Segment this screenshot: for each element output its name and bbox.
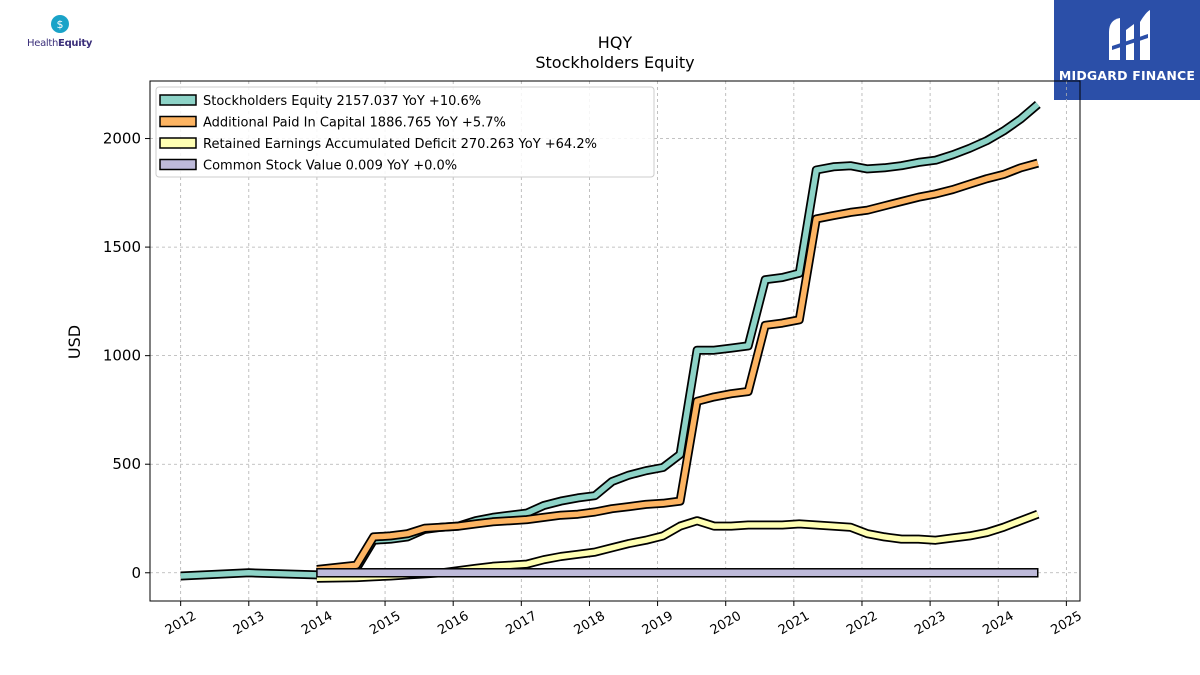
y-axis-label: USD (65, 325, 84, 359)
x-tick-label: 2013 (231, 609, 267, 639)
y-tick-label: 1500 (103, 238, 141, 256)
legend-swatch-stockholders-equity (159, 94, 197, 106)
y-tick-label: 2000 (103, 130, 141, 148)
series-layer (180, 100, 1041, 583)
legend: Stockholders Equity 2157.037 YoY +10.6% A… (155, 86, 655, 178)
x-tick-label: 2014 (299, 609, 335, 639)
series-additional-paid-in-capital (316, 158, 1039, 574)
series-common-stock-value (316, 568, 1039, 578)
legend-label-additional-paid-in-capital: Additional Paid In Capital 1886.765 YoY … (203, 116, 506, 131)
midgard-finance-logo: MIDGARD FINANCE (1054, 0, 1200, 100)
x-tick-label: 2017 (503, 609, 539, 639)
svg-text:$: $ (57, 18, 64, 31)
series-line-additional-paid-in-capital (316, 160, 1039, 573)
y-tick-label: 0 (131, 564, 141, 582)
x-tick-label: 2012 (163, 609, 199, 639)
legend-label-common-stock-value: Common Stock Value 0.009 YoY +0.0% (203, 159, 457, 174)
plot-frame (149, 80, 1081, 602)
x-tick-label: 2018 (572, 609, 608, 639)
healthequity-logo-icon: $ (51, 15, 69, 33)
x-tick-label: 2024 (980, 609, 1016, 639)
legend-swatch-common-stock-value (159, 158, 197, 171)
legend-box (155, 86, 655, 178)
healthequity-logo: $ HealthEquity (22, 14, 102, 54)
series-outline-additional-paid-in-capital (316, 158, 1039, 574)
midgard-finance-name: MIDGARD FINANCE (1058, 68, 1196, 83)
legend-swatch-additional-paid-in-capital (159, 115, 197, 128)
legend-label-stockholders-equity: Stockholders Equity 2157.037 YoY +10.6% (203, 94, 481, 109)
y-tick-label: 500 (112, 455, 141, 473)
x-tick-label: 2023 (912, 609, 948, 639)
x-tick-label: 2019 (640, 609, 676, 639)
y-axis: 0 500 1000 1500 2000 (103, 130, 150, 582)
healthequity-logo-text: HealthEquity (27, 38, 93, 49)
y-tick-label: 1000 (103, 347, 141, 365)
x-axis: 2012 2013 2014 2015 2016 2017 2018 2019 2020 2021… (163, 601, 1085, 638)
x-tick-label: 2025 (1049, 609, 1085, 639)
legend-label-retained-earnings-accumulated-deficit: Retained Earnings Accumulated Deficit 27… (203, 137, 597, 152)
legend-swatch-retained-earnings-accumulated-deficit (159, 137, 197, 149)
chart-subtitle: Stockholders Equity (535, 53, 694, 72)
x-tick-label: 2016 (435, 609, 471, 639)
x-tick-label: 2020 (708, 609, 744, 639)
x-tick-label: 2015 (367, 609, 403, 639)
x-tick-label: 2022 (844, 609, 880, 639)
x-tick-label: 2021 (776, 609, 812, 639)
midgard-finance-logo-icon (1109, 10, 1150, 60)
chart-title: HQY (598, 33, 633, 52)
